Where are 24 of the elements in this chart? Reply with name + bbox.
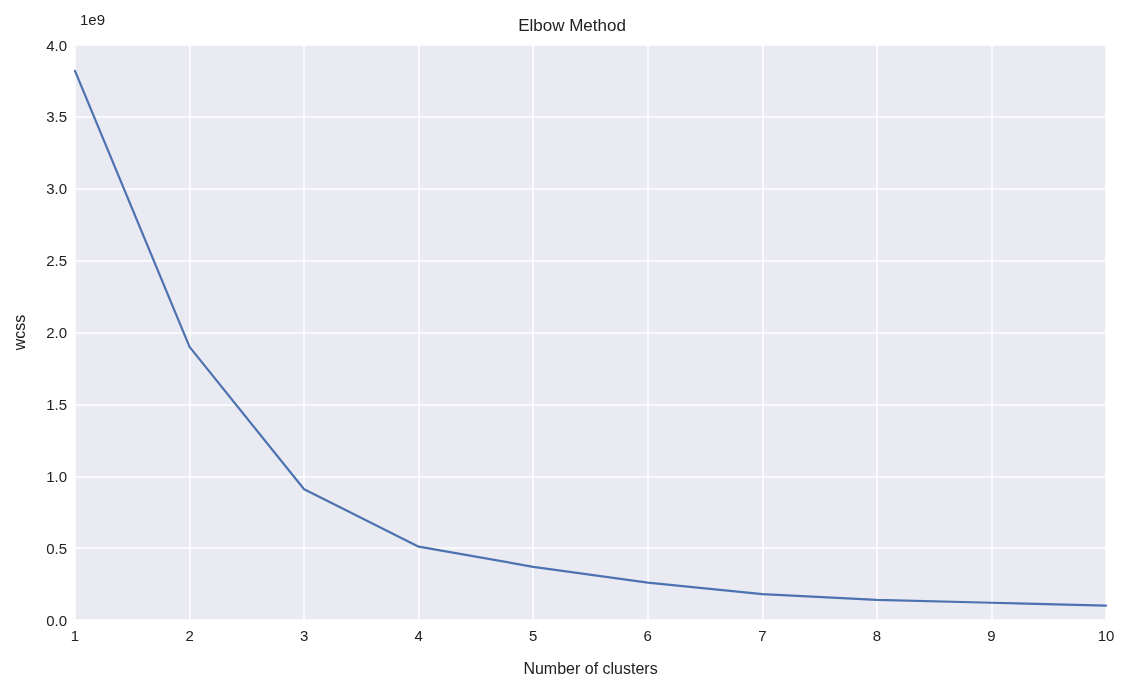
y-tick-label: 0.5: [46, 539, 67, 557]
y-tick-label: 2.0: [46, 324, 67, 341]
line-series: [73, 69, 1108, 607]
y-tick-label: 2.5: [46, 252, 67, 270]
y-tick-label: 3.5: [46, 108, 67, 126]
x-tick-label: 6: [643, 627, 652, 644]
y-axis-title: wcss: [10, 314, 28, 352]
y-tick-label: 1.5: [46, 395, 67, 413]
x-tick-label: 7: [758, 627, 767, 644]
x-tick-label: 5: [529, 627, 538, 644]
y-tick-label: 4.0: [46, 36, 67, 54]
x-tick-label: 2: [185, 627, 194, 644]
y-tick-label: 1.0: [46, 467, 67, 485]
y-tick-label: 0.0: [46, 611, 67, 629]
x-axis-title: Number of clusters: [523, 659, 658, 677]
x-tick-label: 3: [299, 627, 309, 644]
x-tick-label: 1: [70, 627, 80, 644]
text: 1e9: [80, 11, 106, 28]
y-tick-label: 3.0: [46, 180, 67, 198]
x-tick-label: 9: [987, 627, 996, 644]
x-tick-label: 8: [872, 627, 882, 644]
x-tick-label: 10: [1097, 627, 1115, 644]
chart-title: Elbow Method: [518, 16, 626, 35]
x-tick-label: 4: [414, 627, 423, 644]
